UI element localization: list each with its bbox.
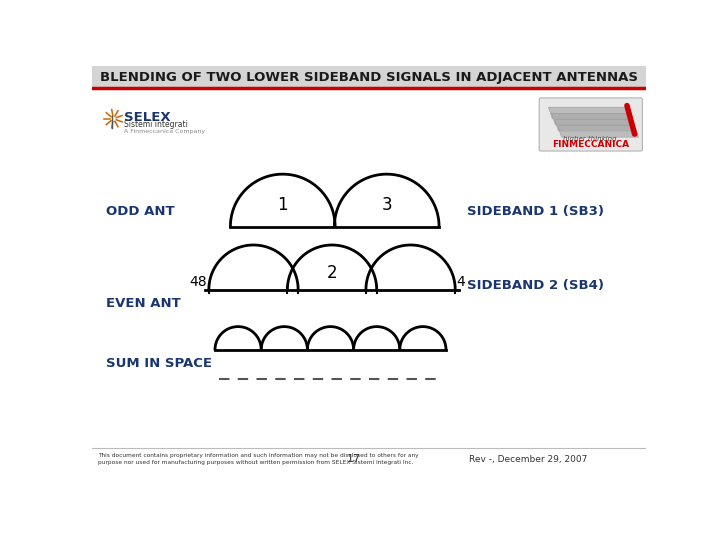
Text: SUM IN SPACE: SUM IN SPACE xyxy=(106,357,212,370)
Text: A Finmeccanica Company: A Finmeccanica Company xyxy=(124,129,205,133)
Text: Sistemi integrati: Sistemi integrati xyxy=(124,120,188,130)
Bar xyxy=(92,66,647,88)
Text: EVEN ANT: EVEN ANT xyxy=(106,297,181,310)
Polygon shape xyxy=(558,126,639,137)
Text: This document contains proprietary information and such information may not be d: This document contains proprietary infor… xyxy=(98,453,418,465)
Polygon shape xyxy=(552,113,632,125)
Text: FINMECCANICA: FINMECCANICA xyxy=(552,140,629,150)
Text: higher thinking.: higher thinking. xyxy=(563,136,618,142)
Text: 48: 48 xyxy=(189,275,207,289)
Polygon shape xyxy=(549,107,629,119)
Text: SIDEBAND 2 (SB4): SIDEBAND 2 (SB4) xyxy=(467,279,604,292)
Polygon shape xyxy=(554,119,636,131)
Text: 17: 17 xyxy=(346,454,361,464)
Text: 3: 3 xyxy=(382,196,392,214)
Text: 1: 1 xyxy=(277,196,288,214)
Text: ODD ANT: ODD ANT xyxy=(106,205,174,218)
Text: Rev -, December 29, 2007: Rev -, December 29, 2007 xyxy=(469,455,588,463)
Text: 4: 4 xyxy=(456,275,466,289)
Text: BLENDING OF TWO LOWER SIDEBAND SIGNALS IN ADJACENT ANTENNAS: BLENDING OF TWO LOWER SIDEBAND SIGNALS I… xyxy=(100,71,638,84)
Text: SIDEBAND 1 (SB3): SIDEBAND 1 (SB3) xyxy=(467,205,604,218)
Text: 2: 2 xyxy=(327,264,338,282)
Text: SELEX: SELEX xyxy=(124,111,171,124)
FancyBboxPatch shape xyxy=(539,98,642,151)
